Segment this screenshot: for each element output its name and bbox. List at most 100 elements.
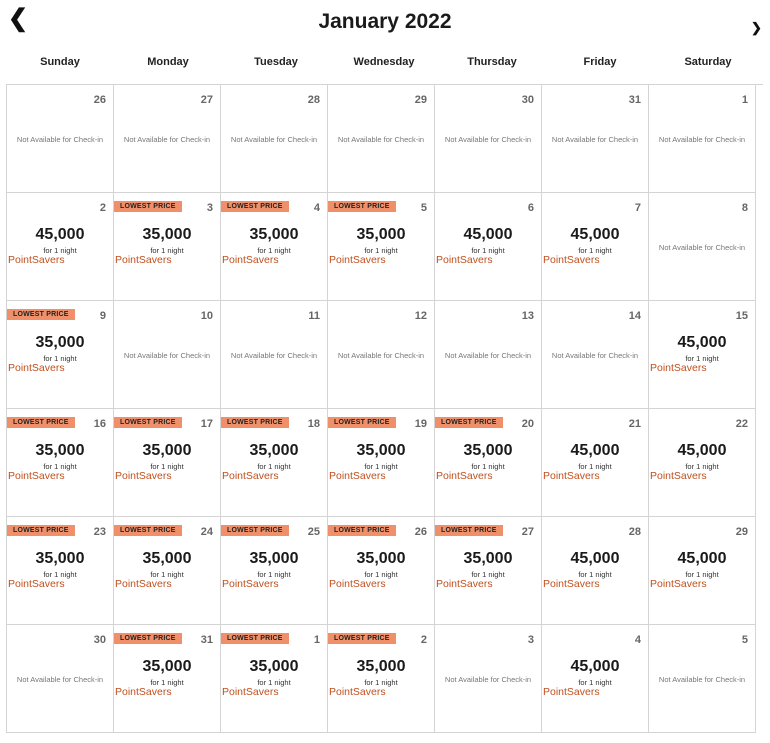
day-cell-available[interactable]: 6 45,000 for 1 night PointSavers: [435, 193, 542, 301]
unavailable-label: Not Available for Check-in: [337, 351, 425, 360]
day-cell-available[interactable]: 22 45,000 for 1 night PointSavers: [649, 409, 756, 517]
day-cell-available[interactable]: LOWEST PRICE 1 35,000 for 1 night PointSaver…: [221, 625, 328, 733]
price-points: 35,000: [142, 226, 192, 243]
program-label: PointSavers: [222, 578, 279, 590]
day-cell-unavailable[interactable]: 11 Not Available for Check-in: [221, 301, 328, 409]
day-cell-available[interactable]: LOWEST PRICE 2 35,000 for 1 night PointSaver…: [328, 625, 435, 733]
per-night-label: for 1 night: [471, 462, 505, 471]
day-cell-unavailable[interactable]: 13 Not Available for Check-in: [435, 301, 542, 409]
unavailable-label: Not Available for Check-in: [444, 135, 532, 144]
lowest-price-badge: LOWEST PRICE: [221, 417, 289, 428]
day-cell-available[interactable]: 21 45,000 for 1 night PointSavers: [542, 409, 649, 517]
program-label: PointSavers: [329, 470, 386, 482]
lowest-price-badge: LOWEST PRICE: [221, 633, 289, 644]
per-night-label: for 1 night: [364, 570, 398, 579]
day-number: 28: [628, 526, 641, 538]
program-label: PointSavers: [329, 686, 386, 698]
price-points: 35,000: [356, 226, 406, 243]
price-points: 45,000: [463, 226, 513, 243]
program-label: PointSavers: [650, 470, 707, 482]
day-cell-available[interactable]: 2 45,000 for 1 night PointSavers: [7, 193, 114, 301]
day-cell-available[interactable]: LOWEST PRICE 31 35,000 for 1 night PointSave…: [114, 625, 221, 733]
day-cell-unavailable[interactable]: 28 Not Available for Check-in: [221, 85, 328, 193]
program-label: PointSavers: [115, 470, 172, 482]
day-cell-available[interactable]: LOWEST PRICE 20 35,000 for 1 night PointSave…: [435, 409, 542, 517]
day-cell-unavailable[interactable]: 29 Not Available for Check-in: [328, 85, 435, 193]
price-points: 35,000: [463, 442, 513, 459]
day-cell-unavailable[interactable]: 27 Not Available for Check-in: [114, 85, 221, 193]
day-number: 14: [628, 310, 641, 322]
day-cell-available[interactable]: LOWEST PRICE 24 35,000 for 1 night PointSave…: [114, 517, 221, 625]
day-cell-unavailable[interactable]: 14 Not Available for Check-in: [542, 301, 649, 409]
day-cell-available[interactable]: LOWEST PRICE 26 35,000 for 1 night PointSave…: [328, 517, 435, 625]
day-number: 13: [521, 310, 534, 322]
weekday-saturday: Saturday: [684, 56, 732, 68]
day-cell-available[interactable]: 4 45,000 for 1 night PointSavers: [542, 625, 649, 733]
day-cell-unavailable[interactable]: 3 Not Available for Check-in: [435, 625, 542, 733]
program-label: PointSavers: [8, 578, 65, 590]
day-cell-unavailable[interactable]: 30 Not Available for Check-in: [7, 625, 114, 733]
day-cell-available[interactable]: 29 45,000 for 1 night PointSavers: [649, 517, 756, 625]
unavailable-label: Not Available for Check-in: [551, 135, 639, 144]
day-number: 3: [206, 202, 213, 214]
day-cell-available[interactable]: LOWEST PRICE 23 35,000 for 1 night PointSave…: [7, 517, 114, 625]
day-cell-available[interactable]: 7 45,000 for 1 night PointSavers: [542, 193, 649, 301]
day-cell-unavailable[interactable]: 26 Not Available for Check-in: [7, 85, 114, 193]
day-cell-available[interactable]: LOWEST PRICE 17 35,000 for 1 night PointSave…: [114, 409, 221, 517]
day-cell-available[interactable]: 28 45,000 for 1 night PointSavers: [542, 517, 649, 625]
weekday-wednesday: Wednesday: [353, 56, 415, 68]
day-cell-unavailable[interactable]: 5 Not Available for Check-in: [649, 625, 756, 733]
day-cell-unavailable[interactable]: 31 Not Available for Check-in: [542, 85, 649, 193]
weekday-sunday: Sunday: [40, 56, 80, 68]
day-cell-available[interactable]: LOWEST PRICE 18 35,000 for 1 night PointSave…: [221, 409, 328, 517]
day-cell-available[interactable]: LOWEST PRICE 4 35,000 for 1 night PointSaver…: [221, 193, 328, 301]
program-label: PointSavers: [650, 578, 707, 590]
day-cell-available[interactable]: LOWEST PRICE 3 35,000 for 1 night PointSaver…: [114, 193, 221, 301]
day-cell-available[interactable]: LOWEST PRICE 16 35,000 for 1 night PointSave…: [7, 409, 114, 517]
day-number: 5: [420, 202, 427, 214]
day-number: 16: [93, 418, 106, 430]
day-number: 3: [527, 634, 534, 646]
price-points: 35,000: [142, 442, 192, 459]
day-cell-available[interactable]: LOWEST PRICE 19 35,000 for 1 night PointSave…: [328, 409, 435, 517]
program-label: PointSavers: [222, 470, 279, 482]
unavailable-label: Not Available for Check-in: [16, 675, 104, 684]
unavailable-label: Not Available for Check-in: [123, 351, 211, 360]
day-cell-unavailable[interactable]: 1 Not Available for Check-in: [649, 85, 756, 193]
lowest-price-badge: LOWEST PRICE: [221, 525, 289, 536]
day-cell-unavailable[interactable]: 12 Not Available for Check-in: [328, 301, 435, 409]
prev-month-button[interactable]: ❮: [8, 5, 29, 32]
next-month-button[interactable]: ❯: [751, 20, 762, 35]
day-number: 1: [313, 634, 320, 646]
day-cell-available[interactable]: LOWEST PRICE 27 35,000 for 1 night PointSave…: [435, 517, 542, 625]
day-cell-available[interactable]: LOWEST PRICE 25 35,000 for 1 night PointSave…: [221, 517, 328, 625]
price-points: 45,000: [570, 658, 620, 675]
day-number: 23: [93, 526, 106, 538]
per-night-label: for 1 night: [43, 570, 77, 579]
price-points: 45,000: [570, 442, 620, 459]
day-number: 20: [521, 418, 534, 430]
unavailable-label: Not Available for Check-in: [551, 351, 639, 360]
day-cell-unavailable[interactable]: 30 Not Available for Check-in: [435, 85, 542, 193]
price-points: 45,000: [570, 550, 620, 567]
unavailable-label: Not Available for Check-in: [658, 243, 746, 252]
price-points: 45,000: [677, 550, 727, 567]
lowest-price-badge: LOWEST PRICE: [328, 201, 396, 212]
per-night-label: for 1 night: [43, 462, 77, 471]
day-number: 29: [414, 94, 427, 106]
day-number: 30: [93, 634, 106, 646]
day-cell-unavailable[interactable]: 8 Not Available for Check-in: [649, 193, 756, 301]
unavailable-label: Not Available for Check-in: [230, 135, 318, 144]
unavailable-label: Not Available for Check-in: [658, 675, 746, 684]
day-cell-unavailable[interactable]: 10 Not Available for Check-in: [114, 301, 221, 409]
weekday-monday: Monday: [147, 56, 189, 68]
lowest-price-badge: LOWEST PRICE: [221, 201, 289, 212]
program-label: PointSavers: [115, 254, 172, 266]
day-cell-available[interactable]: LOWEST PRICE 5 35,000 for 1 night PointSaver…: [328, 193, 435, 301]
per-night-label: for 1 night: [471, 570, 505, 579]
program-label: PointSavers: [650, 362, 707, 374]
day-cell-available[interactable]: LOWEST PRICE 9 35,000 for 1 night PointSaver…: [7, 301, 114, 409]
program-label: PointSavers: [222, 686, 279, 698]
day-cell-available[interactable]: 15 45,000 for 1 night PointSavers: [649, 301, 756, 409]
day-number: 25: [307, 526, 320, 538]
